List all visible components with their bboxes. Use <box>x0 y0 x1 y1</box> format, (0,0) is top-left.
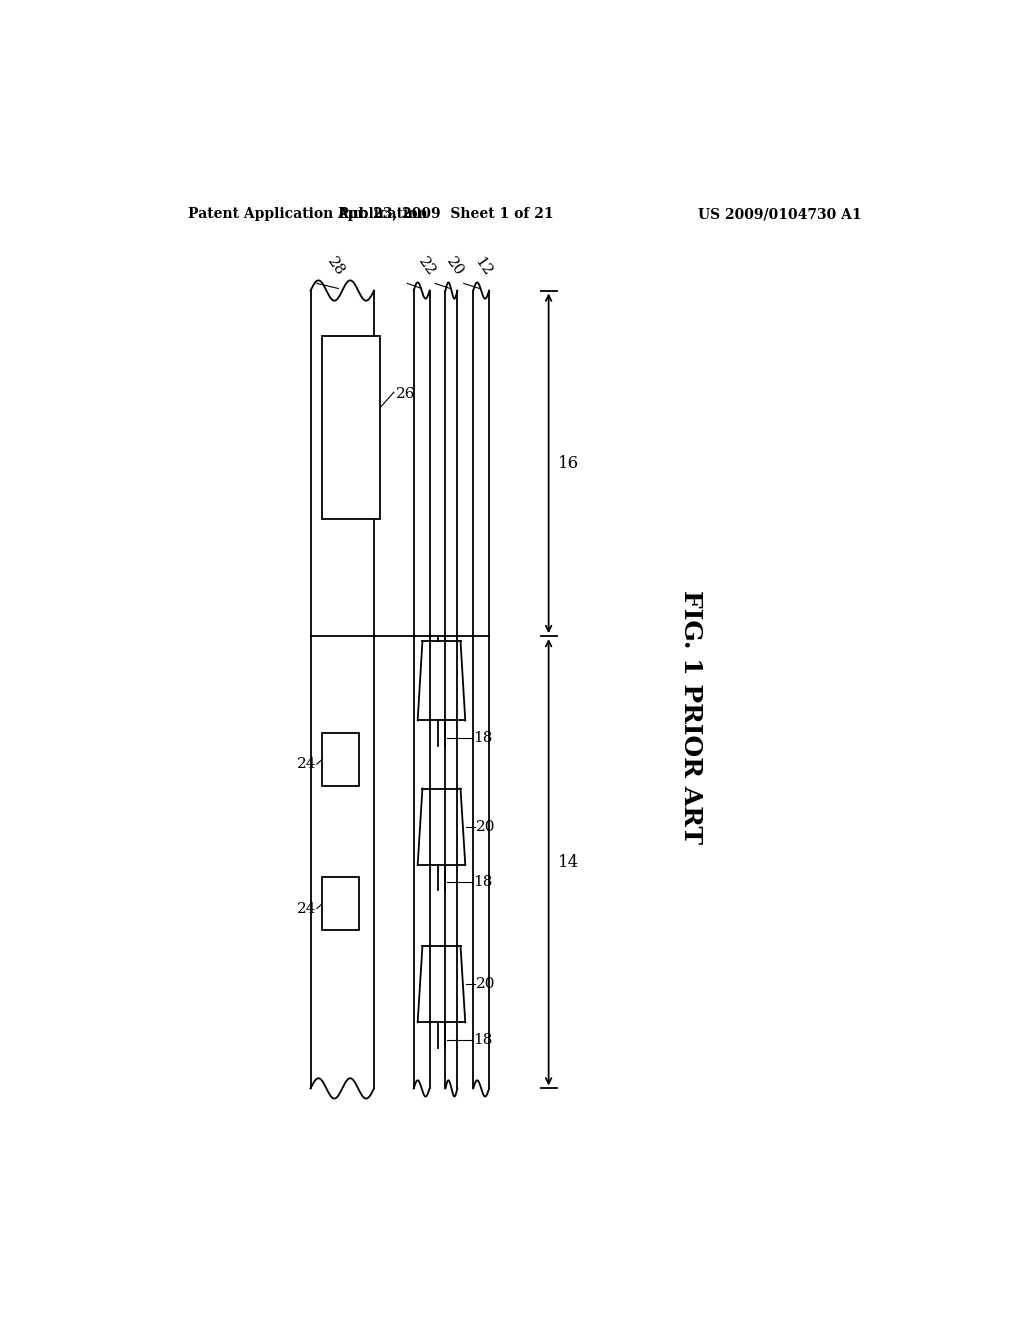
Bar <box>323 733 359 785</box>
Text: 18: 18 <box>473 1032 493 1047</box>
Text: 14: 14 <box>558 854 580 871</box>
Text: 20: 20 <box>476 820 496 834</box>
Text: 18: 18 <box>473 731 493 744</box>
Text: 20: 20 <box>443 255 466 279</box>
Text: Apr. 23, 2009  Sheet 1 of 21: Apr. 23, 2009 Sheet 1 of 21 <box>337 207 554 222</box>
Text: 20: 20 <box>476 977 496 991</box>
Text: 16: 16 <box>558 455 580 471</box>
Text: 24: 24 <box>297 902 316 916</box>
Text: 18: 18 <box>473 875 493 890</box>
Text: FIG. 1 PRIOR ART: FIG. 1 PRIOR ART <box>680 590 703 845</box>
Text: 26: 26 <box>395 387 415 401</box>
Text: US 2009/0104730 A1: US 2009/0104730 A1 <box>698 207 862 222</box>
Bar <box>323 337 380 519</box>
Text: Patent Application Publication: Patent Application Publication <box>187 207 427 222</box>
Text: 24: 24 <box>297 758 316 771</box>
Text: 22: 22 <box>416 255 438 279</box>
Text: 28: 28 <box>325 255 347 279</box>
Text: 12: 12 <box>472 255 495 279</box>
Bar <box>323 876 359 929</box>
